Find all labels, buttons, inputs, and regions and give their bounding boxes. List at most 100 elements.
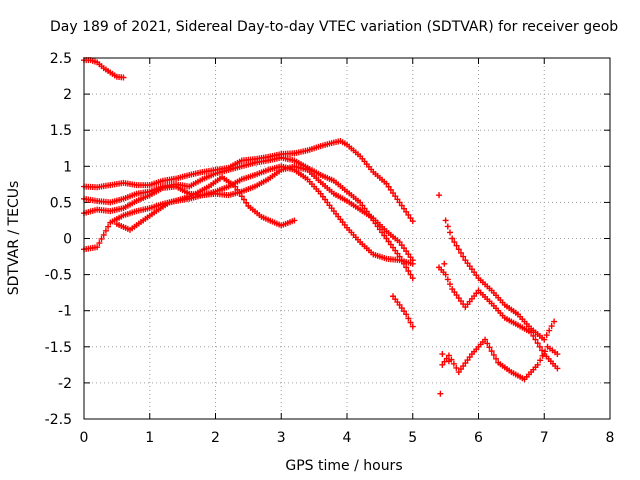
x-tick-label: 6 [474,430,483,446]
data-point [407,319,414,326]
data-point [444,223,451,230]
y-tick-label: -2 [58,376,72,392]
data-point [381,232,388,239]
y-tick-label: 1.5 [50,123,72,139]
data-point [539,352,546,359]
x-tick-label: 5 [408,430,417,446]
x-tick-label: 3 [277,430,286,446]
data-point [453,242,460,249]
data-point [534,361,541,368]
data-point [466,354,473,361]
data-point [385,238,392,245]
data-point [291,217,298,224]
y-tick-label: -1 [58,304,72,320]
y-tick-label: -2.5 [45,412,72,428]
data-point [387,241,394,248]
data-point [396,301,403,308]
data-point [436,192,443,199]
data-point [405,211,412,218]
series-track-2 [81,150,298,191]
data-point [551,318,558,325]
y-tick-label: 0 [63,232,72,248]
data-point [98,235,105,242]
data-point [243,199,250,206]
y-tick-label: 2 [63,87,72,103]
data-point [407,254,414,261]
data-point [484,340,491,347]
x-tick-label: 4 [343,430,352,446]
data-point [359,202,366,209]
data-point [455,295,462,302]
x-tick-label: 8 [606,430,615,446]
data-point [396,239,403,246]
data-point [462,360,469,367]
chart-title: Day 189 of 2021, Sidereal Day-to-day VTE… [50,19,618,35]
data-point [453,292,460,299]
data-point [409,257,416,264]
data-point [534,340,541,347]
y-tick-label: -1.5 [45,340,72,356]
series-track-10 [436,264,561,372]
x-tick-label: 1 [145,430,154,446]
data-point [403,248,410,255]
data-point [400,205,407,212]
data-point [383,235,390,242]
data-point [493,355,500,362]
data-point [405,251,412,258]
data-point [546,327,553,334]
data-point [554,351,561,358]
data-point [409,323,416,330]
data-point [445,358,452,365]
data-point [385,183,392,190]
data-point [449,286,456,293]
data-point [457,366,464,373]
data-point [447,229,454,236]
data-point [120,74,127,81]
data-point [541,336,548,343]
data-point [442,271,449,278]
data-point [488,348,495,355]
y-tick-label: 2.5 [50,51,72,67]
series-track-3 [291,138,416,225]
data-point [464,260,471,267]
data-point [530,332,537,339]
data-point [451,239,458,246]
data-points [81,57,561,397]
data-point [357,199,364,206]
data-point [537,357,544,364]
data-point [444,276,451,283]
data-point [96,240,103,247]
data-point [460,363,467,370]
data-point [548,323,555,330]
data-point [238,193,245,200]
data-point [383,180,390,187]
data-point [394,250,401,257]
data-point [473,272,480,279]
data-point [407,215,414,222]
data-point [466,263,473,270]
data-point [460,253,467,260]
series-track-9 [442,217,558,343]
data-point [450,360,457,367]
data-point [94,244,101,251]
series-track-11 [439,336,561,383]
data-point [482,336,489,343]
y-tick-labels: 2.5 2 1.5 1 0.5 0 -0.5 -1 -1.5 -2 -2.5 [45,51,72,428]
data-point [398,202,405,209]
data-point [102,227,109,234]
data-point [394,196,401,203]
data-point [234,186,241,193]
data-point [100,231,107,238]
series-track-7 [113,174,298,233]
data-point [236,190,243,197]
data-point [542,348,549,355]
data-point [392,193,399,200]
data-point [457,249,464,256]
data-point [437,390,444,397]
data-point [453,364,460,371]
data-point [392,247,399,254]
y-tick-label: 0.5 [50,195,72,211]
x-tick-label: 0 [80,430,89,446]
grid [84,58,610,419]
